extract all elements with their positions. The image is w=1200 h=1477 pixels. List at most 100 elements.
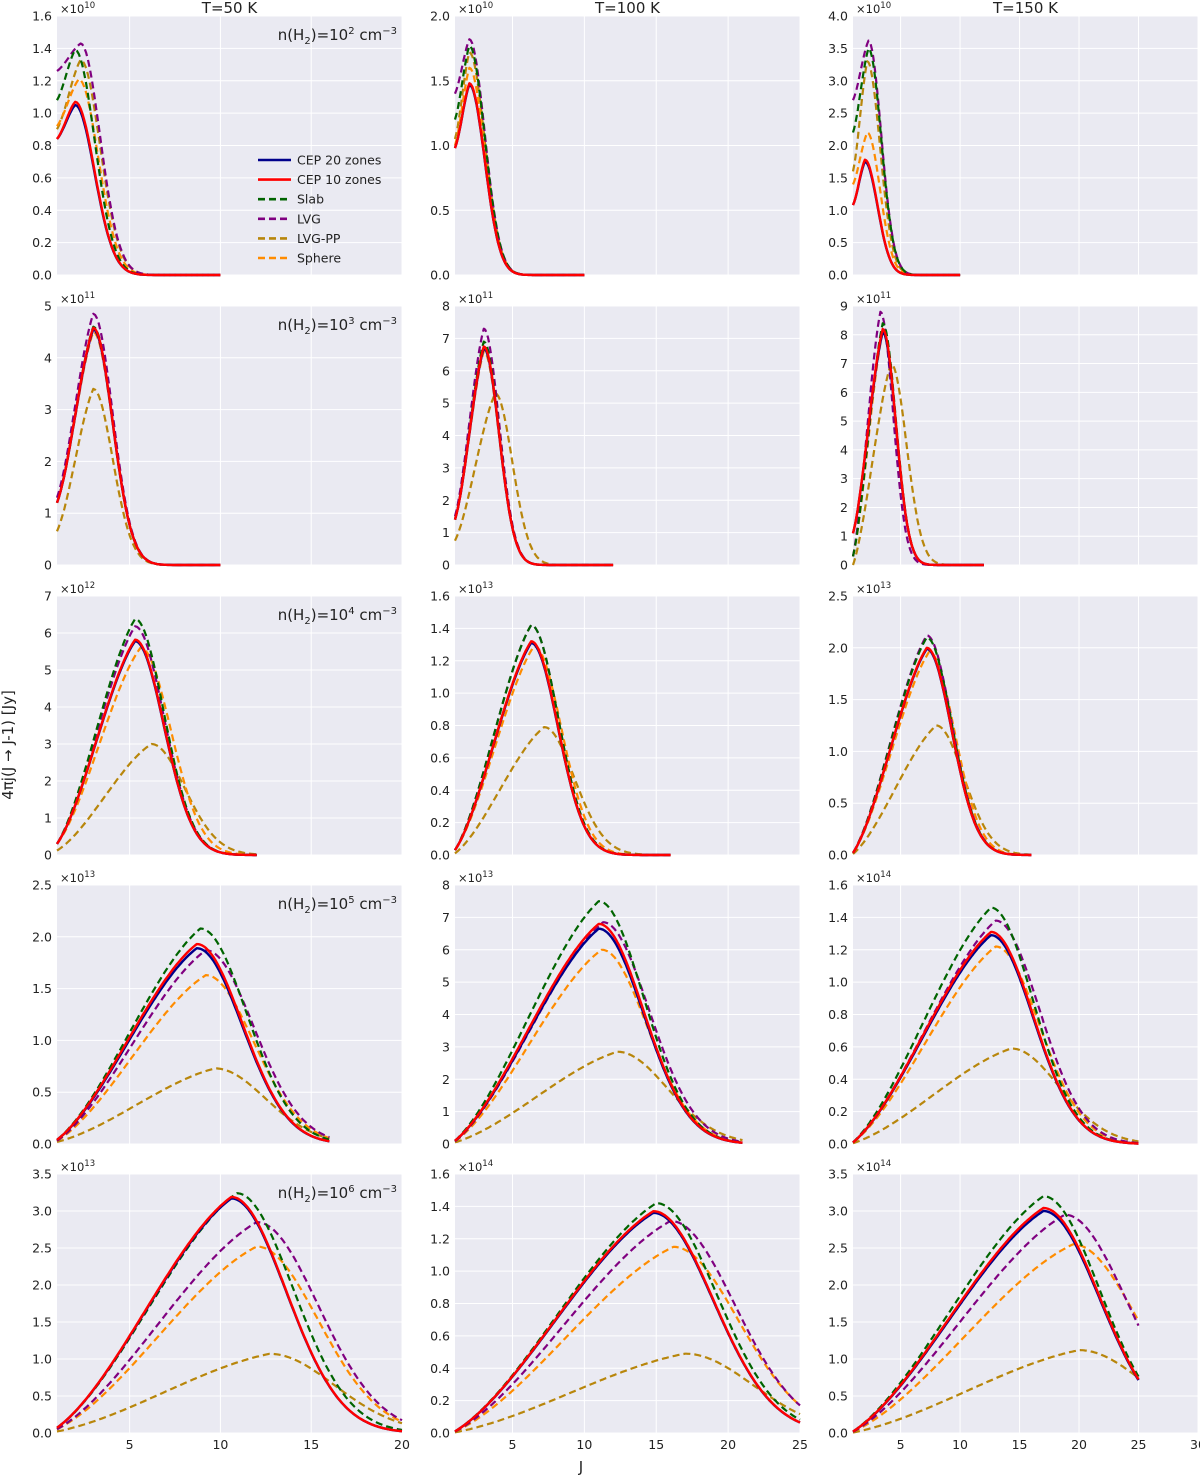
y-tick-label: 3.5 xyxy=(32,1167,52,1182)
legend: CEP 20 zones CEP 10 zones Slab LVG LVG-PP Sph… xyxy=(258,153,381,266)
panel-background xyxy=(853,1174,1198,1433)
panel-r3-c1: 0 1 2 3 4 5 6 7 8 ×1013 xyxy=(442,870,801,1152)
y-tick-label: 2.5 xyxy=(828,589,848,604)
y-tick-label: 7 xyxy=(442,331,450,346)
y-exponent-label: ×1010 xyxy=(856,1,891,16)
x-tick-label: 25 xyxy=(792,1437,808,1452)
series-line-lvgpp xyxy=(852,1047,1139,1145)
y-tick-label: 2.0 xyxy=(32,1278,52,1293)
panel-background xyxy=(57,306,402,565)
y-tick-label: 0.8 xyxy=(430,1296,450,1311)
y-exponent-label: ×1013 xyxy=(458,581,493,596)
series-line-cep10 xyxy=(453,82,585,277)
y-tick-label: 0.2 xyxy=(430,1393,450,1408)
y-tick-label: 2.0 xyxy=(32,929,52,944)
y-axis-label: 4πj(J → J-1) [Jy] xyxy=(0,690,17,800)
series-line-lvgpp xyxy=(454,725,671,857)
y-tick-label: 1.0 xyxy=(828,744,848,759)
y-tick-label: 0.5 xyxy=(32,1085,52,1100)
series-line-lvgpp xyxy=(852,1348,1140,1434)
y-tick-label: 0.2 xyxy=(32,235,52,250)
y-exponent-label: ×1011 xyxy=(856,291,891,306)
y-tick-label: 2.0 xyxy=(430,9,450,24)
y-exponent-label: ×1013 xyxy=(60,1159,95,1174)
panel-r0-c1: 0.0 0.5 1.0 1.5 2.0 ×1010 xyxy=(430,1,801,283)
y-tick-label: 3 xyxy=(44,737,52,752)
y-tick-label: 4 xyxy=(442,1007,450,1022)
y-tick-label: 0.0 xyxy=(828,848,848,863)
y-tick-label: 0.2 xyxy=(828,1104,848,1119)
x-tick-label: 5 xyxy=(126,1437,134,1452)
y-tick-label: 4 xyxy=(442,428,450,443)
y-tick-label: 0.0 xyxy=(32,1137,52,1152)
legend-label: CEP 20 zones xyxy=(297,153,381,168)
y-tick-label: 6 xyxy=(44,626,52,641)
y-tick-label: 1.6 xyxy=(32,9,52,24)
legend-label: Sphere xyxy=(297,251,341,266)
series-line-sphere xyxy=(56,77,221,277)
y-exponent-label: ×1012 xyxy=(60,581,95,596)
y-tick-label: 2 xyxy=(442,1072,450,1087)
y-tick-label: 1.5 xyxy=(828,692,848,707)
y-tick-label: 5 xyxy=(44,299,52,314)
y-exponent-label: ×1014 xyxy=(856,1159,891,1174)
y-tick-label: 0.8 xyxy=(430,718,450,733)
series-line-cep10 xyxy=(454,922,743,1144)
y-exponent-label: ×1010 xyxy=(458,1,493,16)
series-line-lvgpp xyxy=(56,742,257,856)
y-tick-label: 1.0 xyxy=(828,1352,848,1367)
y-tick-label: 1.4 xyxy=(430,1199,450,1214)
y-tick-label: 0.4 xyxy=(430,783,450,798)
y-tick-label: 0.6 xyxy=(430,1328,450,1343)
y-tick-label: 1.0 xyxy=(32,1352,52,1367)
y-tick-label: 0.5 xyxy=(430,203,450,218)
panel-r1-c0: 0 1 2 3 4 5 ×1011 n(H2)=103 cm−3 xyxy=(44,291,403,573)
y-tick-label: 0.5 xyxy=(828,796,848,811)
y-tick-label: 1.0 xyxy=(32,106,52,121)
y-tick-label: 0.6 xyxy=(32,170,52,185)
y-tick-label: 3 xyxy=(442,1039,450,1054)
y-tick-label: 0.8 xyxy=(828,1007,848,1022)
y-tick-label: 0 xyxy=(442,558,450,573)
y-tick-label: 1 xyxy=(44,506,52,521)
y-tick-label: 0.2 xyxy=(430,815,450,830)
y-exponent-label: ×1014 xyxy=(458,1159,493,1174)
legend-label: LVG-PP xyxy=(297,231,341,246)
y-tick-label: 1.0 xyxy=(430,686,450,701)
y-tick-label: 0 xyxy=(840,558,848,573)
y-tick-label: 0 xyxy=(442,1137,450,1152)
x-tick-label: 30 xyxy=(1190,1437,1200,1452)
y-tick-label: 0.0 xyxy=(430,268,450,283)
series-line-slab xyxy=(851,47,961,277)
panel-r0-c0: 0.0 0.2 0.4 0.6 0.8 1.0 1.2 1.4 1.6 ×1010 n(H2)=10… xyxy=(32,1,403,283)
y-tick-label: 1.4 xyxy=(828,910,848,925)
y-tick-label: 1.4 xyxy=(430,621,450,636)
y-tick-label: 0.0 xyxy=(828,268,848,283)
y-tick-label: 1.0 xyxy=(828,975,848,990)
y-exponent-label: ×1013 xyxy=(60,870,95,885)
panel-background xyxy=(57,885,402,1144)
panel-r1-c1: 0 1 2 3 4 5 6 7 8 ×1011 xyxy=(442,291,801,573)
series-line-lvgpp xyxy=(56,1352,403,1433)
series-line-lvgpp xyxy=(851,362,984,567)
panel-r3-c2: 0.0 0.2 0.4 0.6 0.8 1.0 1.2 1.4 1.6 ×1014 xyxy=(828,870,1199,1152)
y-tick-label: 3 xyxy=(442,460,450,475)
panel-r3-c0: 0.0 0.5 1.0 1.5 2.0 2.5 ×1013 n(H2)=105 cm−3 xyxy=(32,870,403,1152)
y-tick-label: 8 xyxy=(442,299,450,314)
series-line-slab xyxy=(56,48,221,277)
x-tick-label: 15 xyxy=(1012,1437,1028,1452)
x-axis-label: J xyxy=(578,1458,583,1476)
y-tick-label: 5 xyxy=(44,663,52,678)
x-tick-label: 20 xyxy=(394,1437,410,1452)
y-tick-label: 0.5 xyxy=(828,235,848,250)
y-tick-label: 0.0 xyxy=(32,268,52,283)
y-tick-label: 2.5 xyxy=(828,1241,848,1256)
y-exponent-label: ×1010 xyxy=(60,1,95,16)
y-tick-label: 2.0 xyxy=(828,1278,848,1293)
series-line-cep10 xyxy=(453,640,671,857)
y-tick-label: 3 xyxy=(840,471,848,486)
panel-r4-c1: 0.0 0.2 0.4 0.6 0.8 1.0 1.2 1.4 1.6 5 10 15 20 25 ×101… xyxy=(430,1159,808,1452)
panel-background xyxy=(57,1174,402,1433)
series-line-cep10 xyxy=(55,326,221,567)
y-tick-label: 0.6 xyxy=(430,750,450,765)
